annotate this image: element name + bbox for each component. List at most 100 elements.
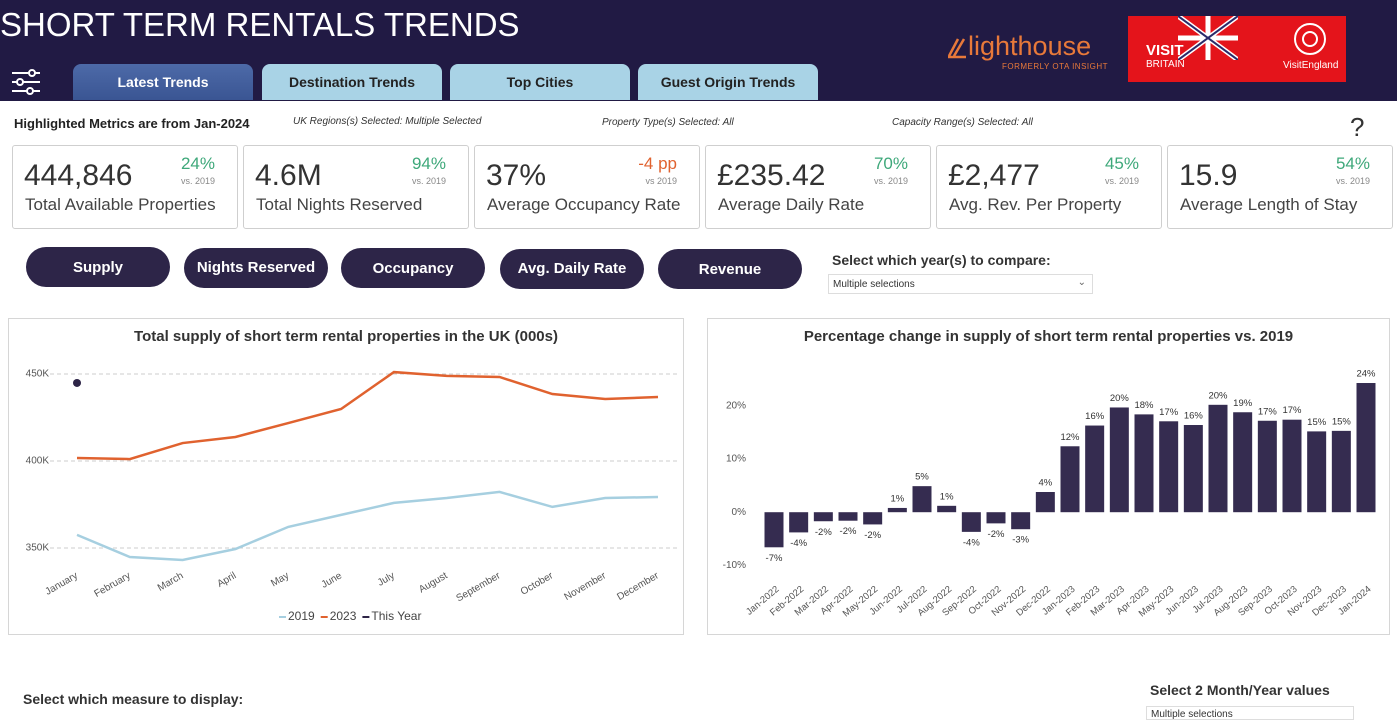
data-label: -3% xyxy=(1012,535,1029,546)
tab[interactable]: Latest Trends xyxy=(73,64,253,100)
visit-text: VISIT xyxy=(1146,42,1184,59)
tab[interactable]: Guest Origin Trends xyxy=(638,64,818,100)
chart-panel: Total supply of short term rental proper… xyxy=(8,318,684,635)
settings-icon[interactable] xyxy=(10,66,42,98)
x-tick-label: July xyxy=(376,570,397,588)
kpi-change: 24% xyxy=(180,154,215,173)
kpi-change: 45% xyxy=(1104,154,1139,173)
measure-button[interactable]: Avg. Daily Rate xyxy=(500,248,644,289)
chart-title: Total supply of short term rental proper… xyxy=(134,328,558,345)
england-text: VisitEngland xyxy=(1283,60,1339,71)
data-label: 4% xyxy=(1038,478,1052,489)
kpi-value: 4.6M xyxy=(255,159,322,192)
legend-label: 2019 xyxy=(288,609,315,623)
kpi-value: 15.9 xyxy=(1179,159,1238,192)
measure-button[interactable]: Supply xyxy=(26,247,170,287)
bar xyxy=(1331,430,1351,513)
kpi-change: 54% xyxy=(1335,154,1370,173)
kpi-vs: vs. 2019 xyxy=(1335,176,1370,186)
data-label: 18% xyxy=(1134,400,1154,411)
bar xyxy=(986,512,1006,524)
bar xyxy=(813,512,833,522)
data-label: 16% xyxy=(1085,411,1105,422)
lighthouse-logo: lighthouse xyxy=(968,31,1092,61)
data-label: 1% xyxy=(890,493,904,504)
kpi-vs: vs. 2019 xyxy=(180,176,215,186)
y-tick-label: -10% xyxy=(723,560,746,571)
highlight-note: Highlighted Metrics are from Jan-2024 xyxy=(14,116,250,131)
header: SHORT TERM RENTALS TRENDS Latest Trends D… xyxy=(0,0,1397,101)
year-dropdown[interactable]: Multiple selections ⌄ xyxy=(828,274,1093,294)
kpi-change: -4 pp xyxy=(638,154,677,173)
data-label: 5% xyxy=(915,472,929,483)
flag-icon xyxy=(1178,16,1238,60)
kpi-value: £235.42 xyxy=(717,159,826,192)
month-dropdown[interactable]: Multiple selections xyxy=(1146,706,1354,720)
y-tick-label: 400K xyxy=(26,456,50,467)
kpi-vs: vs. 2019 xyxy=(411,176,446,186)
kpi-value: 444,846 xyxy=(24,159,133,192)
bar xyxy=(1356,383,1376,513)
lighthouse-icon xyxy=(947,38,966,59)
x-tick-label: November xyxy=(563,570,609,603)
x-tick-label: September xyxy=(454,570,502,604)
measure-button[interactable]: Nights Reserved xyxy=(184,247,328,288)
kpi-name: Total Available Properties xyxy=(25,195,216,214)
chart-title: Percentage change in supply of short ter… xyxy=(804,328,1293,345)
data-label: -2% xyxy=(840,526,857,537)
bar xyxy=(838,512,858,521)
data-label: 17% xyxy=(1282,405,1302,416)
data-label: -2% xyxy=(815,527,832,538)
bar xyxy=(887,507,907,513)
britain-text: BRITAIN xyxy=(1146,59,1185,70)
tab[interactable]: Destination Trends xyxy=(262,64,442,100)
year-select-label: Select which year(s) to compare: xyxy=(832,252,1051,268)
data-label: -2% xyxy=(988,529,1005,540)
y-tick-label: 450K xyxy=(26,369,50,380)
month-dropdown-value: Multiple selections xyxy=(1151,709,1233,720)
help-button[interactable]: ? xyxy=(1350,112,1365,142)
bar xyxy=(764,512,784,548)
bar xyxy=(789,512,809,533)
bar xyxy=(1134,414,1154,513)
bar xyxy=(1060,446,1080,513)
data-label: 19% xyxy=(1233,398,1253,409)
data-label: -2% xyxy=(864,530,881,541)
data-label: 16% xyxy=(1184,411,1204,422)
x-tick-label: June xyxy=(320,570,345,591)
bar xyxy=(863,512,883,525)
bar xyxy=(1233,412,1253,513)
x-tick-label: October xyxy=(519,570,556,598)
kpi-card: £2,477 45% vs. 2019 Avg. Rev. Per Property xyxy=(936,145,1162,229)
bar xyxy=(1208,404,1228,513)
tab[interactable]: Top Cities xyxy=(450,64,630,100)
bar xyxy=(1307,431,1327,513)
bar xyxy=(937,505,957,513)
x-tick-label: August xyxy=(417,570,450,595)
visit-logo: VISIT BRITAIN VisitEngland xyxy=(1128,16,1346,82)
data-label: 12% xyxy=(1060,432,1080,443)
measure-button[interactable]: Revenue xyxy=(658,249,802,289)
legend-label: 2023 xyxy=(330,609,357,623)
line-chart: Total supply of short term rental proper… xyxy=(26,328,678,623)
kpi-card: 15.9 54% vs. 2019 Average Length of Stay xyxy=(1167,145,1393,229)
bar-chart: Percentage change in supply of short ter… xyxy=(723,328,1376,619)
series-line xyxy=(76,370,659,461)
y-tick-label: 10% xyxy=(726,454,746,465)
kpi-card: 37% -4 pp vs 2019 Average Occupancy Rate xyxy=(474,145,700,229)
chart-panel: Percentage change in supply of short ter… xyxy=(707,318,1390,635)
x-tick-label: January xyxy=(44,570,80,597)
measure-button[interactable]: Occupancy xyxy=(341,248,485,288)
bar xyxy=(1159,421,1179,513)
y-tick-label: 20% xyxy=(726,401,746,412)
kpi-value: 37% xyxy=(486,159,547,192)
kpi-vs: vs 2019 xyxy=(645,176,677,186)
bar xyxy=(1085,425,1105,513)
data-label: 17% xyxy=(1258,406,1278,417)
kpi-name: Average Length of Stay xyxy=(1180,195,1358,214)
y-tick-label: 0% xyxy=(732,507,747,518)
data-label: 15% xyxy=(1307,417,1327,428)
rose-icon xyxy=(1294,23,1326,55)
x-tick-label: December xyxy=(615,570,661,603)
kpi-card: 444,846 24% vs. 2019 Total Available Proper… xyxy=(12,145,238,229)
